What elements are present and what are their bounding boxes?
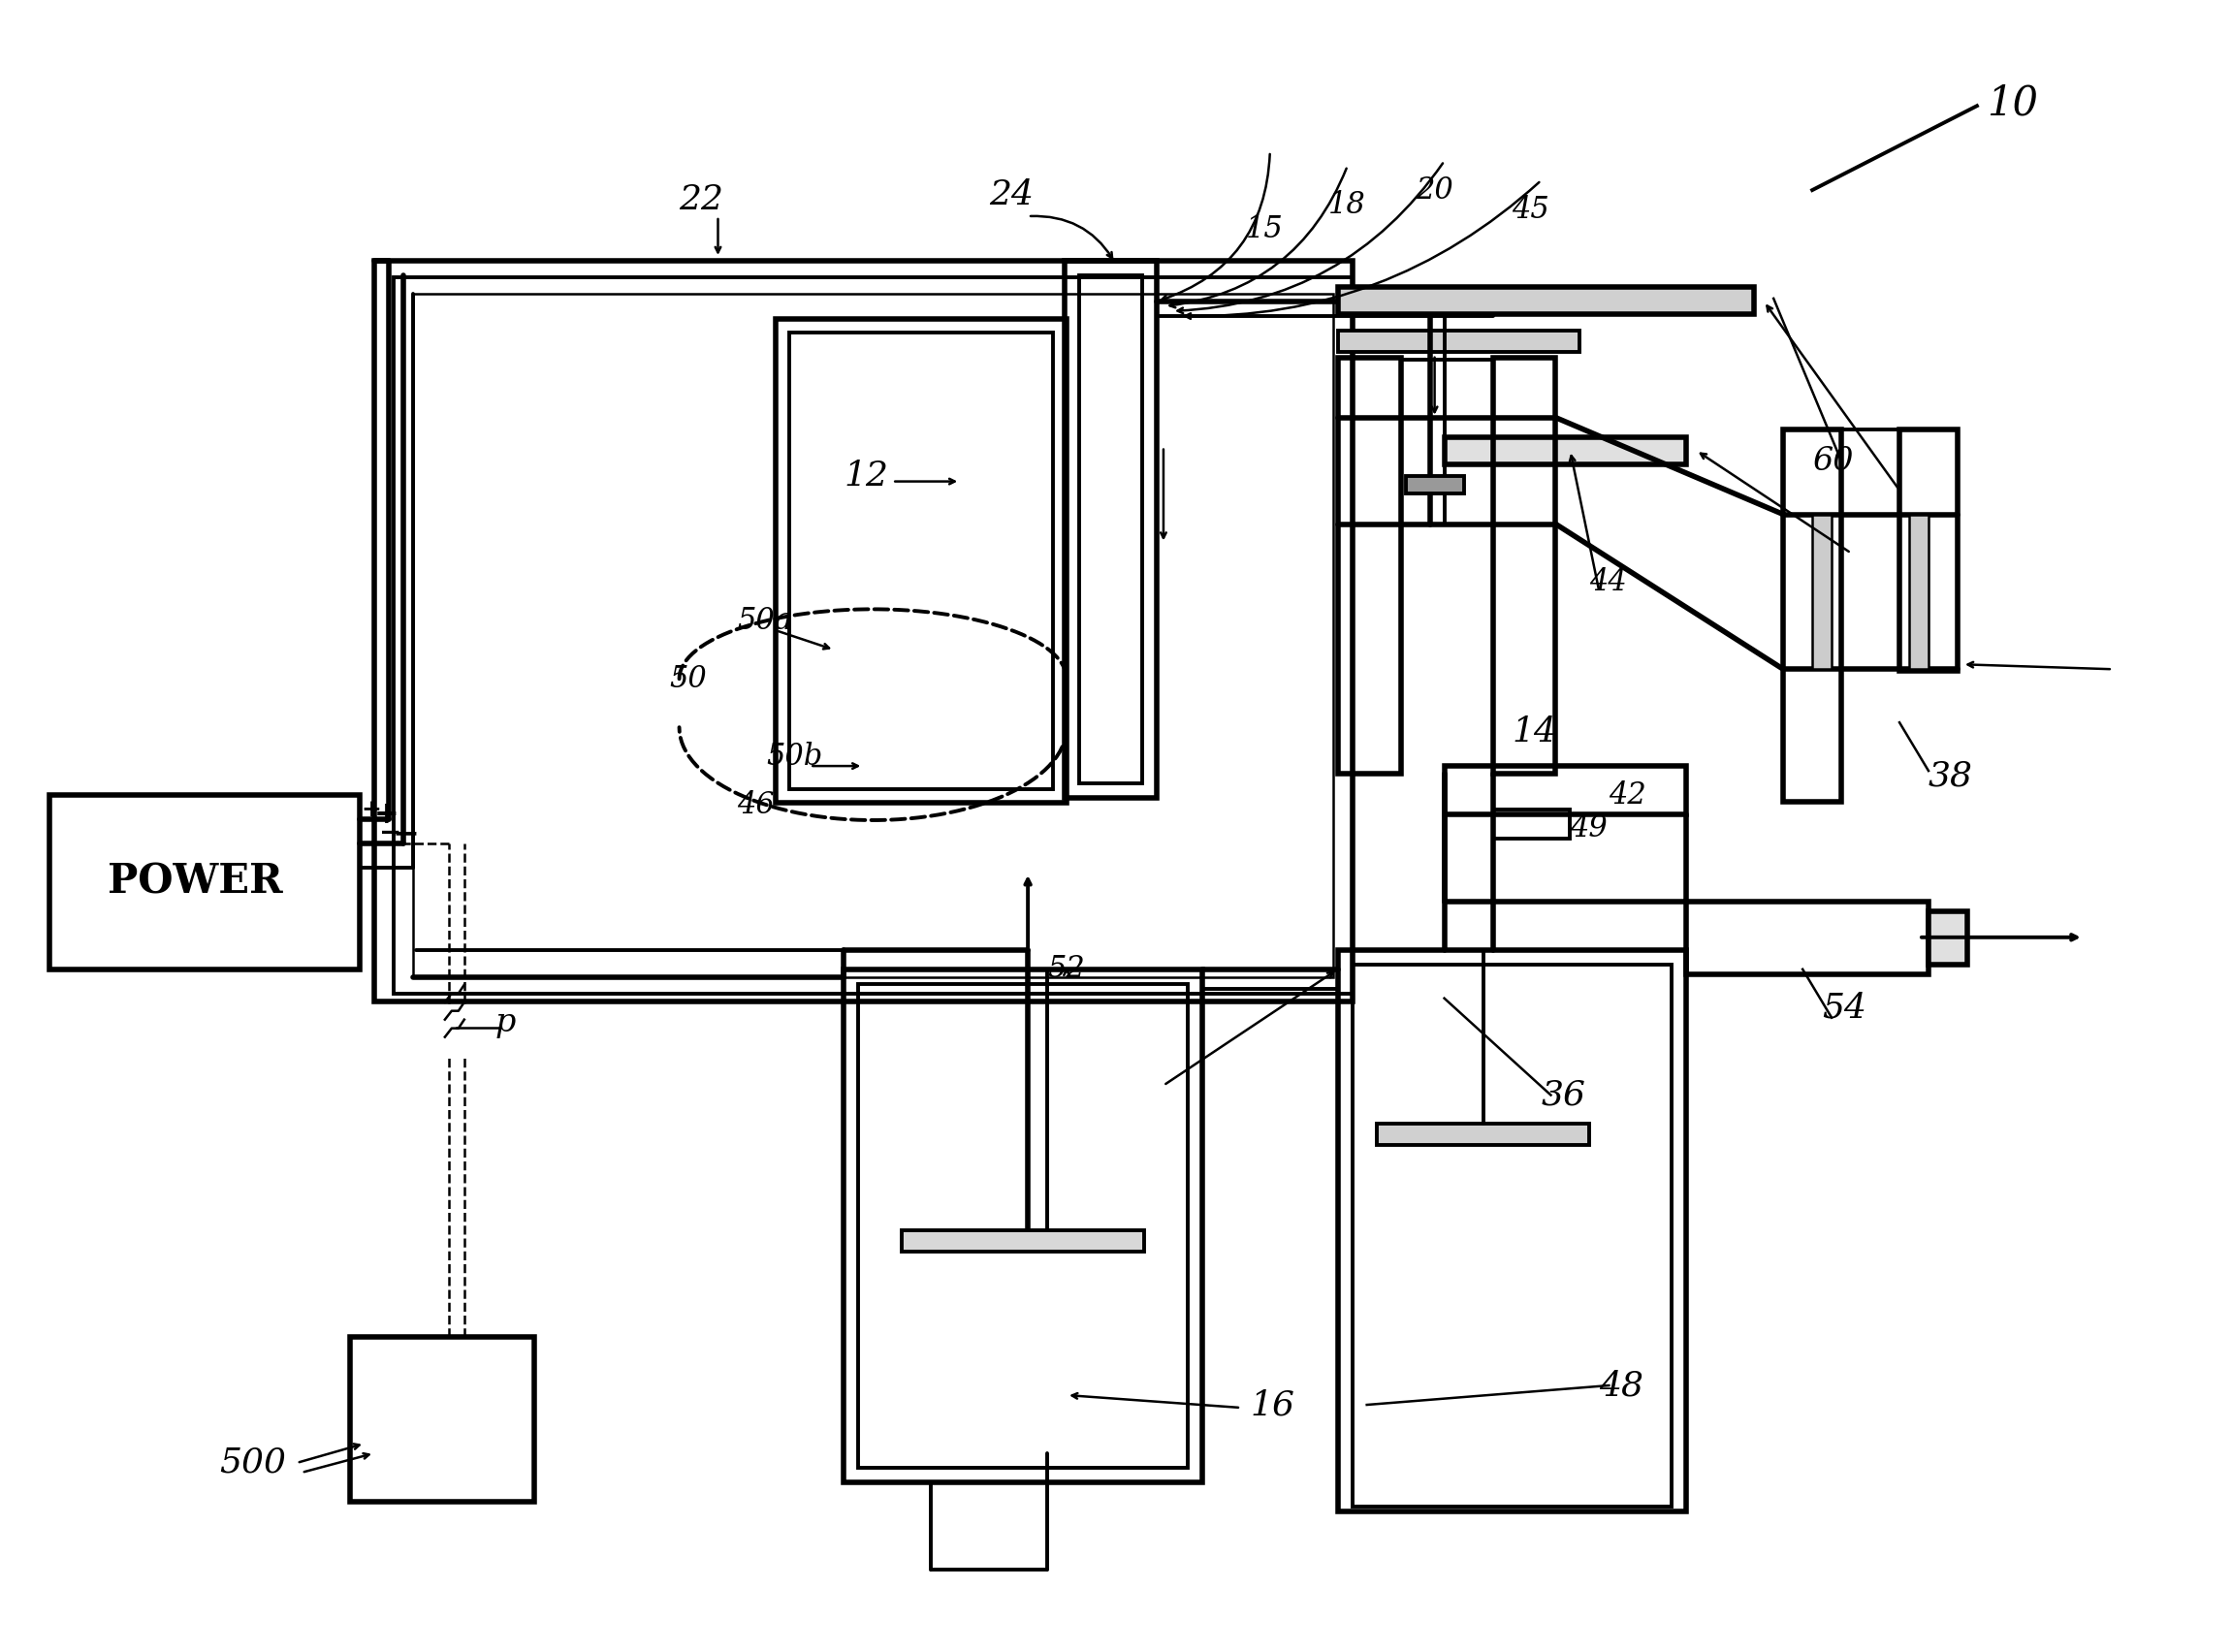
Bar	[844, 970, 1203, 1482]
Text: 38: 38	[1928, 760, 1973, 793]
Bar	[1899, 430, 1957, 671]
Text: 52: 52	[1047, 955, 1085, 985]
Bar	[1493, 357, 1556, 773]
Bar	[1444, 767, 1687, 814]
Text: 36: 36	[1540, 1079, 1585, 1112]
Text: 48: 48	[1600, 1370, 1643, 1403]
Bar	[350, 1336, 533, 1502]
Bar	[1337, 950, 1687, 1512]
Text: 18: 18	[1328, 190, 1366, 220]
Text: 49: 49	[1569, 814, 1607, 844]
Text: 45: 45	[1511, 195, 1549, 225]
Text: 46: 46	[737, 790, 775, 819]
Bar	[1783, 430, 1841, 801]
Bar	[413, 294, 1333, 976]
Text: 16: 16	[1250, 1388, 1295, 1421]
Bar	[1065, 261, 1156, 798]
Text: 12: 12	[844, 459, 888, 492]
Text: 14: 14	[1511, 715, 1556, 748]
Bar	[375, 261, 1353, 1001]
Bar	[1928, 912, 1966, 965]
Text: 50: 50	[670, 664, 708, 694]
Text: 42: 42	[1609, 780, 1647, 809]
Text: 60: 60	[1812, 446, 1853, 477]
Text: 22: 22	[679, 183, 723, 216]
Text: 10: 10	[1986, 83, 2038, 124]
Bar	[790, 332, 1054, 790]
Text: p: p	[496, 1008, 516, 1037]
Bar	[1337, 330, 1580, 352]
Text: −: −	[393, 818, 420, 849]
Bar	[859, 985, 1187, 1467]
Bar	[1406, 476, 1464, 492]
Bar	[1080, 276, 1143, 783]
Text: 54: 54	[1821, 991, 1866, 1024]
Bar	[1908, 514, 1928, 669]
Text: +: +	[362, 798, 382, 821]
Bar	[49, 795, 359, 970]
Text: 24: 24	[989, 178, 1033, 211]
Bar	[902, 1231, 1145, 1252]
Bar	[1337, 357, 1402, 773]
Bar	[1337, 287, 1754, 314]
Text: 500: 500	[219, 1447, 286, 1479]
Text: 44: 44	[1589, 567, 1627, 596]
Text: 15: 15	[1245, 213, 1283, 244]
Bar	[1377, 1123, 1589, 1145]
Text: 50b: 50b	[766, 742, 824, 771]
Bar	[1353, 965, 1672, 1507]
Text: +: +	[375, 800, 400, 829]
Bar	[1812, 514, 1832, 669]
Text: POWER: POWER	[107, 862, 283, 902]
Bar	[1493, 809, 1569, 839]
Text: 20: 20	[1415, 175, 1453, 205]
Bar	[1444, 436, 1687, 464]
Text: −: −	[379, 821, 402, 847]
Text: 50a: 50a	[737, 606, 792, 636]
Bar	[777, 319, 1067, 803]
Bar	[393, 278, 1353, 993]
Bar	[1687, 902, 1928, 975]
